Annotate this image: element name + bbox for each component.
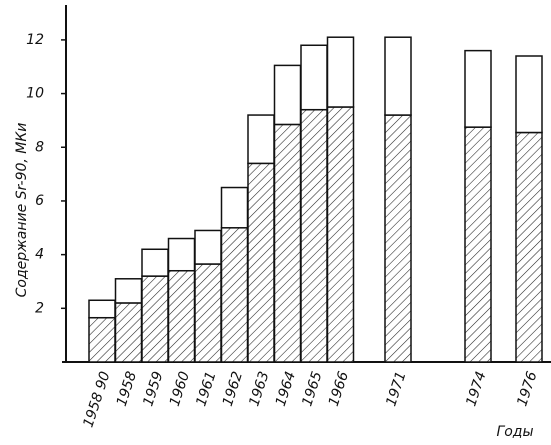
bar-segment (300, 108, 328, 363)
bar-segment (167, 269, 196, 363)
bar-segment (515, 131, 543, 363)
x-tick-label: 1961 (193, 370, 219, 409)
bar-segment (273, 123, 302, 363)
x-tick-label: 1958 90 (80, 369, 113, 429)
bar-segment (114, 278, 143, 304)
bar-segment (194, 229, 222, 265)
y-tick-label: 6 (35, 193, 44, 209)
x-tick-label: 1971 (383, 370, 409, 409)
bar-segment (247, 162, 275, 363)
y-tick-label: 4 (35, 247, 44, 263)
x-tick-label: 1974 (463, 370, 489, 409)
bar-segment (220, 227, 249, 363)
x-tick-label: 1976 (514, 369, 540, 408)
bar-segment (464, 126, 492, 363)
bar-segment (384, 114, 412, 363)
x-tick-label: 1964 (273, 370, 299, 409)
bar-segment (88, 299, 116, 319)
x-tick-label: 1960 (167, 369, 193, 408)
y-axis-label: Содержание Sr-90, МКи (14, 123, 30, 298)
bar-segment (141, 275, 169, 363)
bar-segment (326, 36, 355, 108)
bar-segment (273, 64, 302, 126)
x-tick-label: 1965 (299, 369, 325, 408)
x-tick-label: 1966 (326, 369, 352, 408)
x-tick-label: 1962 (220, 369, 246, 408)
x-axis-label: Годы (496, 424, 533, 440)
bar-segment (114, 302, 143, 363)
bar-segment (167, 237, 196, 272)
y-tick-label: 12 (26, 32, 44, 48)
x-tick-label: 1958 (114, 369, 140, 408)
y-tick-label: 8 (35, 139, 44, 155)
y-tick-label: 10 (26, 86, 44, 102)
x-tick-label: 1959 (140, 369, 166, 408)
bar-segment (326, 106, 355, 363)
bar-segment (220, 186, 249, 229)
bar-segment (247, 114, 275, 165)
bar-segment (464, 49, 492, 128)
y-tick-label: 2 (35, 300, 44, 316)
bar-segment (515, 55, 543, 134)
bar-segment (194, 263, 222, 363)
bar-segment (300, 44, 328, 111)
bar-segment (88, 316, 116, 363)
bar-segment (384, 36, 412, 116)
bar-segment (141, 248, 169, 277)
x-tick-label: 1963 (246, 370, 272, 409)
